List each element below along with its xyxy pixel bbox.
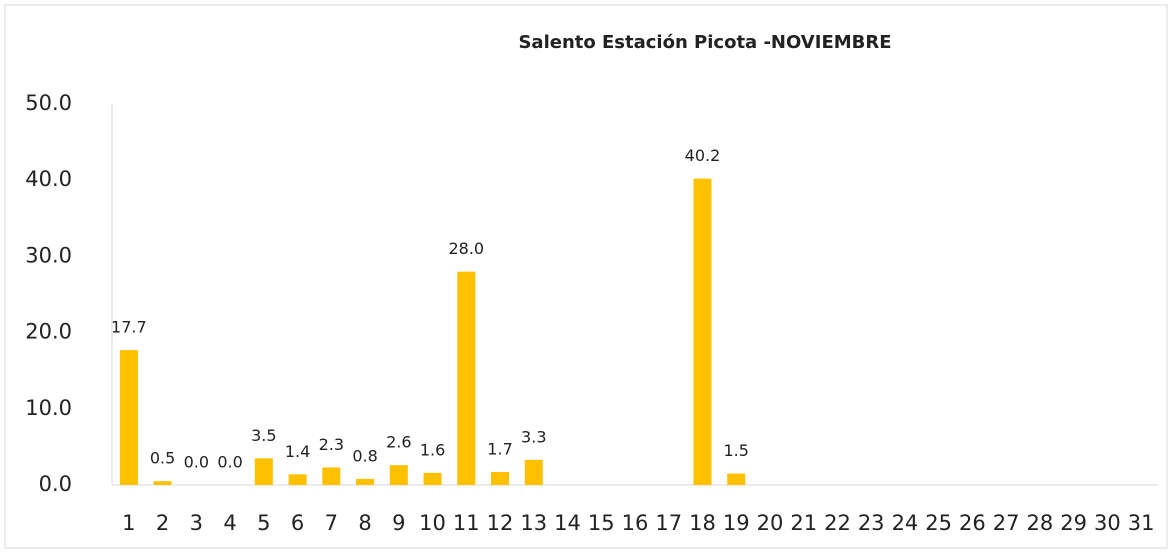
x-tick-label: 17 (655, 511, 682, 535)
x-tick-label: 27 (993, 511, 1020, 535)
y-tick-label: 20.0 (25, 320, 72, 344)
x-tick-label: 21 (790, 511, 817, 535)
value-label: 1.5 (723, 441, 748, 460)
y-tick-label: 10.0 (25, 396, 72, 420)
x-tick-label: 14 (554, 511, 581, 535)
value-label: 2.3 (319, 435, 344, 454)
x-tick-label: 26 (959, 511, 986, 535)
bar (153, 481, 172, 485)
x-tick-label: 2 (156, 511, 169, 535)
x-tick-label: 11 (453, 511, 480, 535)
x-tick-label: 19 (723, 511, 750, 535)
x-tick-label: 5 (257, 511, 270, 535)
x-tick-label: 22 (824, 511, 851, 535)
x-tick-label: 18 (689, 511, 716, 535)
bar (254, 458, 273, 485)
value-label: 1.6 (420, 440, 445, 459)
bar (356, 478, 375, 485)
x-tick-label: 23 (858, 511, 885, 535)
y-tick-label: 40.0 (25, 167, 72, 191)
bar (491, 472, 510, 485)
value-label: 0.0 (184, 453, 209, 472)
value-label: 1.7 (487, 440, 512, 459)
x-tick-label: 20 (757, 511, 784, 535)
x-tick-label: 30 (1094, 511, 1121, 535)
x-tick-label: 10 (419, 511, 446, 535)
x-tick-label: 24 (892, 511, 919, 535)
x-tick-label: 9 (392, 511, 405, 535)
value-label: 2.6 (386, 433, 411, 452)
bar (119, 350, 138, 485)
chart-frame (4, 4, 1168, 549)
value-label: 3.5 (251, 426, 276, 445)
bar (423, 472, 442, 485)
x-tick-label: 13 (520, 511, 547, 535)
x-tick-label: 12 (487, 511, 514, 535)
y-tick-label: 0.0 (39, 472, 72, 496)
value-label: 3.3 (521, 427, 546, 446)
bar (389, 465, 408, 485)
bar (524, 459, 543, 485)
bar (457, 271, 476, 485)
x-tick-label: 25 (925, 511, 952, 535)
value-label: 1.4 (285, 442, 310, 461)
x-tick-label: 29 (1060, 511, 1087, 535)
x-tick-label: 31 (1128, 511, 1155, 535)
value-label: 40.2 (685, 146, 721, 165)
x-tick-label: 1 (122, 511, 135, 535)
x-tick-label: 4 (223, 511, 236, 535)
x-tick-label: 16 (622, 511, 649, 535)
y-tick-label: 50.0 (25, 91, 72, 115)
chart-title: Salento Estación Picota -NOVIEMBRE (518, 32, 891, 53)
x-tick-label: 6 (291, 511, 304, 535)
x-tick-label: 28 (1027, 511, 1054, 535)
x-tick-label: 3 (190, 511, 203, 535)
value-label: 0.0 (217, 453, 242, 472)
y-tick-label: 30.0 (25, 243, 72, 267)
value-label: 17.7 (111, 318, 147, 337)
x-tick-label: 15 (588, 511, 615, 535)
x-tick-label: 7 (325, 511, 338, 535)
x-tick-label: 8 (358, 511, 371, 535)
value-label: 0.5 (150, 449, 175, 468)
value-label: 0.8 (352, 446, 377, 465)
bar (693, 178, 712, 485)
bar (322, 467, 341, 485)
bar (288, 474, 307, 485)
value-label: 28.0 (448, 239, 484, 258)
bar (727, 473, 746, 485)
